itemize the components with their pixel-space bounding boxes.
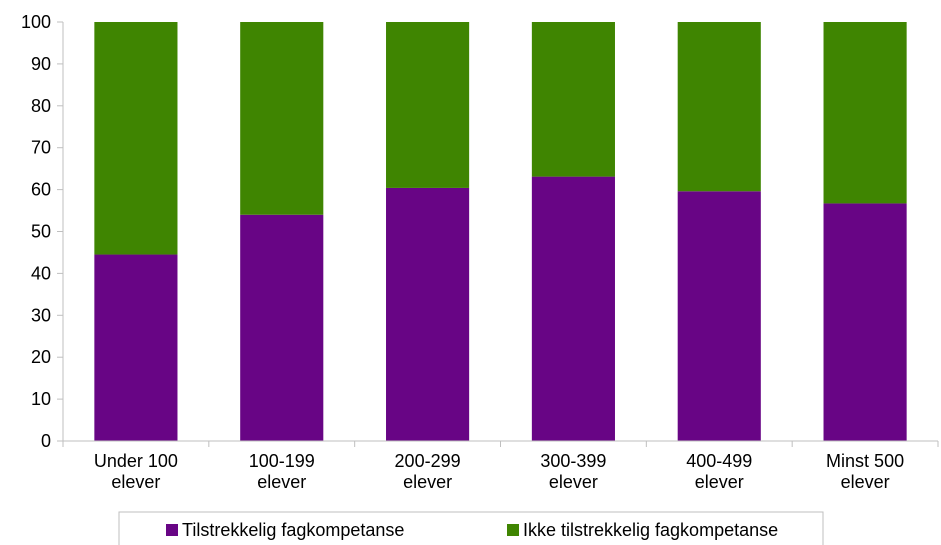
y-tick-label: 100 (21, 12, 51, 32)
bar-tilstrekkelig-1 (240, 214, 324, 441)
bar-ikke-tilstrekkelig-2 (386, 22, 470, 188)
legend-box (118, 511, 824, 545)
y-tick-label: 40 (31, 263, 51, 283)
y-tick-label: 60 (31, 180, 51, 200)
bar-ikke-tilstrekkelig-3 (531, 22, 615, 177)
x-tick-label: Under 100 elever (94, 451, 178, 492)
y-tick-label: 30 (31, 305, 51, 325)
x-tick-label: 400-499 elever (686, 451, 752, 492)
x-tick-label: 100-199 elever (249, 451, 315, 492)
y-tick-label: 10 (31, 389, 51, 409)
legend: Tilstrekkelig fagkompetanse Ikke tilstrek… (118, 511, 824, 545)
bar-tilstrekkelig-3 (531, 176, 615, 441)
legend-swatch (507, 524, 519, 536)
y-tick-label: 0 (41, 431, 51, 451)
bar-tilstrekkelig-0 (94, 254, 178, 441)
y-tick-label: 90 (31, 54, 51, 74)
x-tick-label: 300-399 elever (540, 451, 606, 492)
bar-tilstrekkelig-5 (823, 203, 907, 441)
x-tick-label: 200-299 elever (395, 451, 461, 492)
bar-ikke-tilstrekkelig-5 (823, 22, 907, 204)
x-axis: Under 100 elever 100-199 elever 200-299 eleve… (62, 440, 939, 492)
bar-tilstrekkelig-4 (677, 191, 761, 441)
y-tick-label: 50 (31, 222, 51, 242)
legend-label: Ikke tilstrekkelig fagkompetanse (523, 520, 778, 540)
legend-swatch (166, 524, 178, 536)
y-tick-label: 70 (31, 138, 51, 158)
legend-label: Tilstrekkelig fagkompetanse (182, 520, 404, 540)
x-tick-label: Minst 500 elever (826, 451, 904, 492)
bar-ikke-tilstrekkelig-1 (240, 22, 324, 215)
y-tick-label: 20 (31, 347, 51, 367)
bar-tilstrekkelig-2 (386, 187, 470, 441)
y-tick-label: 80 (31, 96, 51, 116)
bars (94, 22, 907, 441)
y-axis: 0 10 20 30 40 50 60 70 80 90 100 (21, 12, 64, 451)
bar-ikke-tilstrekkelig-4 (677, 22, 761, 192)
bar-ikke-tilstrekkelig-0 (94, 22, 178, 255)
